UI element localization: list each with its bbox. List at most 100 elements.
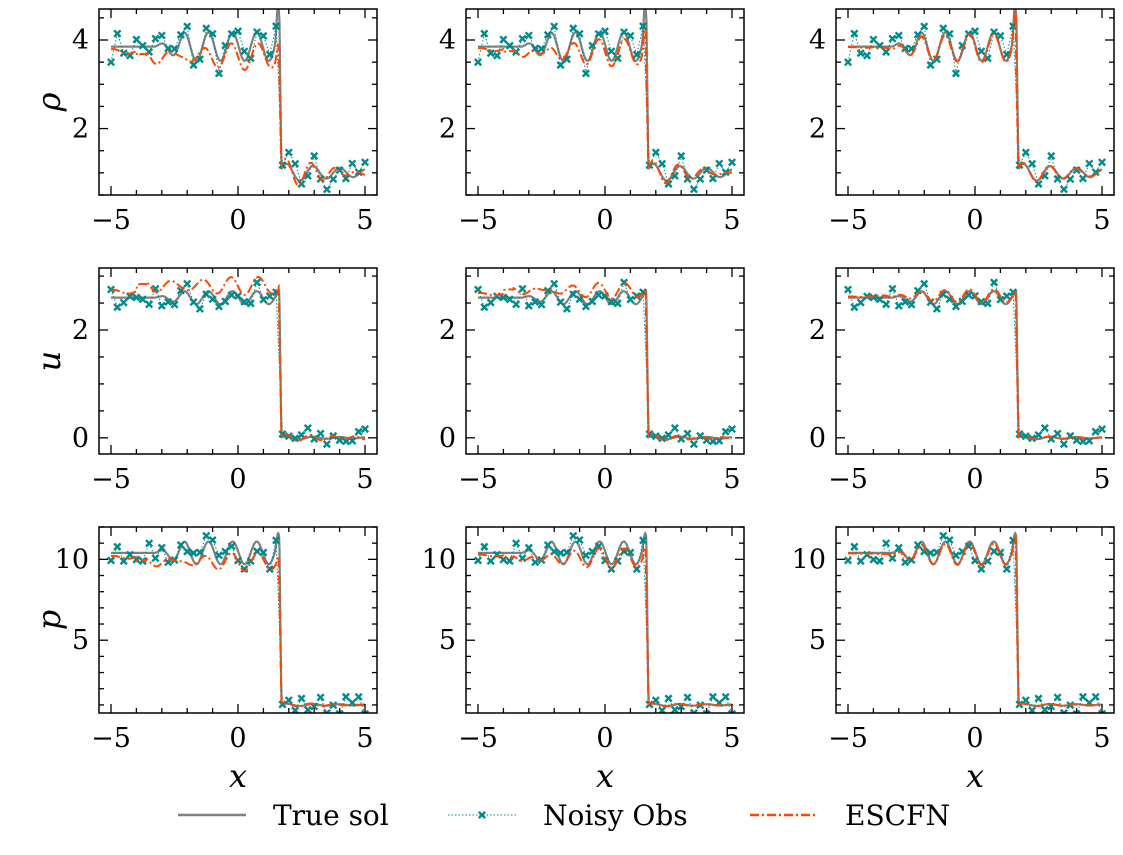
noisy-obs-marker bbox=[575, 535, 584, 545]
noisy-obs-marker bbox=[913, 540, 922, 550]
noisy-obs-marker bbox=[977, 297, 986, 306]
noisy-obs-marker bbox=[727, 425, 737, 434]
noisy-obs-marker bbox=[195, 55, 204, 64]
noisy-obs-marker bbox=[1085, 159, 1094, 168]
noisy-obs-marker bbox=[932, 304, 941, 313]
legend-label-3: ESCFN bbox=[845, 799, 950, 832]
noisy-obs-marker bbox=[932, 55, 941, 64]
noisy-obs-marker bbox=[1078, 437, 1087, 446]
noisy-obs-marker bbox=[360, 709, 370, 713]
noisy-obs-marker bbox=[1059, 440, 1068, 449]
noisy-obs-marker bbox=[951, 302, 960, 311]
noisy-obs-marker bbox=[990, 278, 999, 287]
noisy-obs-marker bbox=[926, 61, 935, 70]
noisy-obs-marker bbox=[1097, 158, 1107, 167]
x-tick-label: −5 bbox=[458, 723, 498, 754]
x-tick-label: 5 bbox=[1093, 723, 1110, 754]
noisy-obs-marker bbox=[233, 291, 243, 300]
noisy-obs-marker bbox=[882, 47, 891, 56]
noisy-obs-marker bbox=[322, 709, 331, 713]
noisy-obs-marker bbox=[360, 425, 370, 434]
noisy-obs-marker bbox=[1053, 174, 1062, 184]
noisy-obs-marker bbox=[512, 539, 521, 548]
noisy-obs-marker bbox=[664, 179, 673, 188]
noisy-obs-marker bbox=[543, 286, 552, 295]
noisy-obs-marker bbox=[221, 547, 230, 556]
noisy-obs-marker bbox=[1021, 432, 1030, 441]
noisy-obs-marker bbox=[214, 69, 223, 78]
noisy-obs-marker bbox=[164, 297, 173, 307]
noisy-obs-marker bbox=[843, 556, 853, 565]
noisy-obs-marker bbox=[850, 303, 859, 312]
noisy-obs-marker bbox=[157, 543, 166, 552]
noisy-obs-marker bbox=[505, 557, 514, 566]
noisy-obs-marker bbox=[145, 539, 154, 548]
noisy-obs-marker bbox=[176, 30, 185, 39]
noisy-obs-marker bbox=[1002, 292, 1011, 301]
noisy-obs-marker bbox=[505, 41, 514, 50]
panel-r1-c1: −5 0 5 2 4 ρ bbox=[30, 8, 378, 236]
noisy-obs-marker bbox=[632, 50, 641, 59]
noisy-obs-marker bbox=[964, 290, 973, 300]
noisy-obs-marker bbox=[316, 693, 325, 702]
x-tick-label: 0 bbox=[229, 205, 246, 236]
noisy-obs-marker bbox=[683, 429, 692, 438]
noisy-obs-marker bbox=[875, 557, 884, 566]
noisy-obs-marker bbox=[119, 298, 128, 307]
escfn-line bbox=[847, 288, 1103, 441]
noisy-obs-marker bbox=[221, 297, 230, 306]
noisy-obs-marker bbox=[126, 550, 135, 559]
noisy-obs-marker bbox=[863, 51, 872, 60]
noisy-obs-marker bbox=[253, 278, 262, 287]
y-axis-label: p bbox=[30, 610, 68, 630]
noisy-obs-marker bbox=[348, 436, 357, 445]
true-sol-line bbox=[478, 531, 733, 708]
noisy-obs-marker bbox=[259, 295, 268, 304]
noisy-obs-marker bbox=[575, 29, 584, 38]
panel-r3-c3: −5 0 5 5 10 x bbox=[792, 526, 1115, 795]
x-tick-label: 5 bbox=[723, 205, 740, 236]
noisy-obs-marker bbox=[1097, 709, 1107, 713]
noisy-obs-marker bbox=[335, 709, 344, 713]
y-tick-label: 2 bbox=[809, 114, 826, 145]
noisy-obs-marker bbox=[888, 284, 897, 293]
noisy-obs-marker bbox=[543, 540, 552, 550]
true-sol-line bbox=[111, 289, 366, 441]
noisy-obs-marker bbox=[473, 285, 483, 294]
escfn-line bbox=[847, 11, 1103, 183]
noisy-obs-marker bbox=[227, 29, 236, 38]
noisy-obs-marker bbox=[1053, 693, 1062, 702]
noisy-obs-marker bbox=[537, 44, 546, 53]
x-tick-label: 0 bbox=[229, 723, 246, 754]
x-tick-label: 0 bbox=[596, 723, 613, 754]
noisy-obs-marker bbox=[677, 151, 686, 160]
escfn-line bbox=[477, 281, 733, 442]
x-axis-label: x bbox=[966, 757, 984, 795]
noisy-obs-marker bbox=[480, 303, 489, 312]
noisy-obs-marker bbox=[537, 300, 546, 309]
noisy-obs-marker bbox=[151, 34, 160, 43]
noisy-obs-marker bbox=[708, 174, 717, 183]
noisy-obs-marker bbox=[354, 692, 363, 701]
noisy-obs-marker bbox=[664, 694, 673, 703]
noisy-obs-marker bbox=[607, 47, 616, 56]
noisy-obs-marker bbox=[1072, 709, 1081, 713]
y-tick-label: 2 bbox=[72, 315, 89, 346]
noisy-obs-marker bbox=[183, 279, 192, 288]
noisy-obs-marker bbox=[1091, 427, 1100, 436]
noisy-obs-marker bbox=[888, 554, 897, 563]
x-tick-label: 0 bbox=[966, 464, 983, 495]
noisy-obs-marker bbox=[696, 175, 705, 184]
noisy-obs-marker bbox=[132, 35, 141, 44]
noisy-obs-marker bbox=[151, 554, 160, 563]
noisy-obs-marker bbox=[253, 28, 262, 37]
noisy-obs-marker bbox=[138, 295, 147, 304]
noisy-obs-marker bbox=[240, 297, 249, 306]
noisy-obs-marker bbox=[322, 440, 331, 449]
noisy-obs-marker bbox=[850, 542, 859, 551]
noisy-obs-marker bbox=[1059, 709, 1068, 713]
noisy-obs-marker bbox=[157, 301, 166, 310]
noisy-obs-marker bbox=[856, 557, 865, 566]
noisy-obs-marker bbox=[562, 304, 571, 313]
noisy-obs-marker bbox=[473, 58, 483, 67]
